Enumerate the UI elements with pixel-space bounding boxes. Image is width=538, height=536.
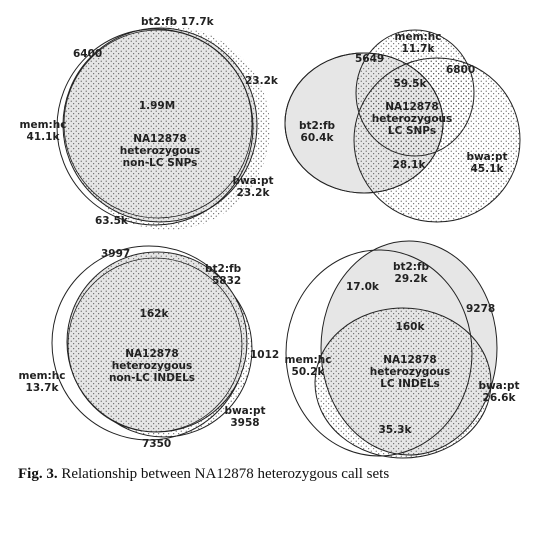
label-center-l2: heterozygous [370, 366, 451, 378]
label-3997: 3997 [101, 248, 130, 260]
ellipse-mem-hc [285, 249, 473, 457]
label-160k: 160k [396, 321, 426, 333]
ellipse-bwa-pt [353, 57, 521, 223]
figure-caption: Fig. 3. Relationship between NA12878 het… [18, 466, 528, 483]
label-6800: 6800 [446, 64, 475, 76]
label-center-l3: non-LC SNPs [123, 157, 198, 169]
ellipse-mem-hc [355, 29, 475, 157]
label-bwa-pt-name: bwa:pt [224, 405, 265, 417]
venn-non-lc-indels: 3997 bt2:fb 5832 162k NA12878 heterozygo… [19, 245, 279, 450]
label-mem-hc-name: mem:hc [285, 354, 332, 366]
label-mem-hc-name: mem:hc [19, 370, 66, 382]
ellipse-bt2-fb-outline [320, 240, 498, 456]
label-center-l2: heterozygous [372, 113, 453, 125]
circle-overlap-dots [67, 252, 247, 432]
label-23-2k-top: 23.2k [245, 75, 279, 87]
label-bt2-fb-count: 29.2k [395, 273, 429, 285]
label-bt2-fb: bt2:fb [205, 263, 242, 275]
label-center-l1: NA12878 [125, 348, 178, 360]
label-bwa-pt-name: bwa:pt [232, 175, 273, 187]
ellipse-bt2-fb-outline [284, 52, 444, 194]
caption-label: Fig. 3. [18, 466, 58, 482]
label-center-value: 162k [140, 308, 170, 320]
label-mem-hc-count: 11.7k [402, 43, 436, 55]
label-1012: 1012 [250, 349, 279, 361]
label-center-l1: NA12878 [385, 101, 438, 113]
label-9278: 9278 [466, 303, 495, 315]
venn-non-lc-snps: bt2:fb 17.7k 6400 23.2k 1.99M NA12878 he… [20, 16, 279, 230]
label-63-5k: 63.5k [95, 215, 129, 227]
label-59-5k: 59.5k [394, 78, 428, 90]
label-35-3k: 35.3k [379, 424, 413, 436]
label-center-l3: non-LC INDELs [109, 372, 195, 384]
label-mem-hc-name: mem:hc [395, 31, 442, 43]
label-center-l1: NA12878 [383, 354, 436, 366]
label-28-1k: 28.1k [393, 159, 427, 171]
venn-lc-indels: bt2:fb 29.2k 17.0k 9278 160k mem:hc 50.2… [285, 240, 520, 459]
ellipse-mem-hc-fill [356, 30, 474, 156]
label-bwa-pt-count: 26.6k [483, 392, 517, 404]
circle-overlap-dots [63, 28, 257, 222]
label-7350: 7350 [142, 438, 171, 450]
label-bt2-fb-name: bt2:fb [299, 120, 336, 132]
ellipse-bwa-pt [314, 307, 492, 459]
label-mem-hc-count: 50.2k [292, 366, 326, 378]
label-center-l3: LC SNPs [388, 125, 436, 137]
label-mem-hc-count: 41.1k [27, 131, 61, 143]
label-center-l3: LC INDELs [380, 378, 440, 390]
label-mem-hc-name: mem:hc [20, 119, 67, 131]
label-5832: 5832 [212, 275, 241, 287]
label-6400: 6400 [73, 48, 102, 60]
caption-text: Relationship between NA12878 heterozygou… [61, 466, 390, 482]
label-bt2-fb-count: 60.4k [301, 132, 335, 144]
label-mem-hc-count: 13.7k [26, 382, 60, 394]
label-center-l2: heterozygous [112, 360, 193, 372]
circle-mem-hc [56, 28, 254, 226]
label-bwa-pt-count: 23.2k [237, 187, 271, 199]
label-center-l1: NA12878 [133, 133, 186, 145]
label-bt2-fb: bt2:fb 17.7k [141, 16, 215, 28]
label-bt2-fb-name: bt2:fb [393, 261, 430, 273]
label-17-0k: 17.0k [346, 281, 380, 293]
label-center-l2: heterozygous [120, 145, 201, 157]
circle-outline-inner [67, 257, 243, 433]
label-bwa-pt-count: 3958 [230, 417, 259, 429]
label-5649: 5649 [355, 53, 384, 65]
venn-lc-snps: mem:hc 11.7k 5649 6800 59.5k bt2:fb 60.4… [284, 29, 521, 223]
label-center-value: 1.99M [139, 100, 175, 112]
label-bwa-pt-name: bwa:pt [466, 151, 507, 163]
label-bwa-pt-name: bwa:pt [478, 380, 519, 392]
label-bwa-pt-count: 45.1k [471, 163, 505, 175]
ellipse-bwa-pt-fill [315, 308, 491, 458]
circle-outline-inner [63, 29, 253, 219]
